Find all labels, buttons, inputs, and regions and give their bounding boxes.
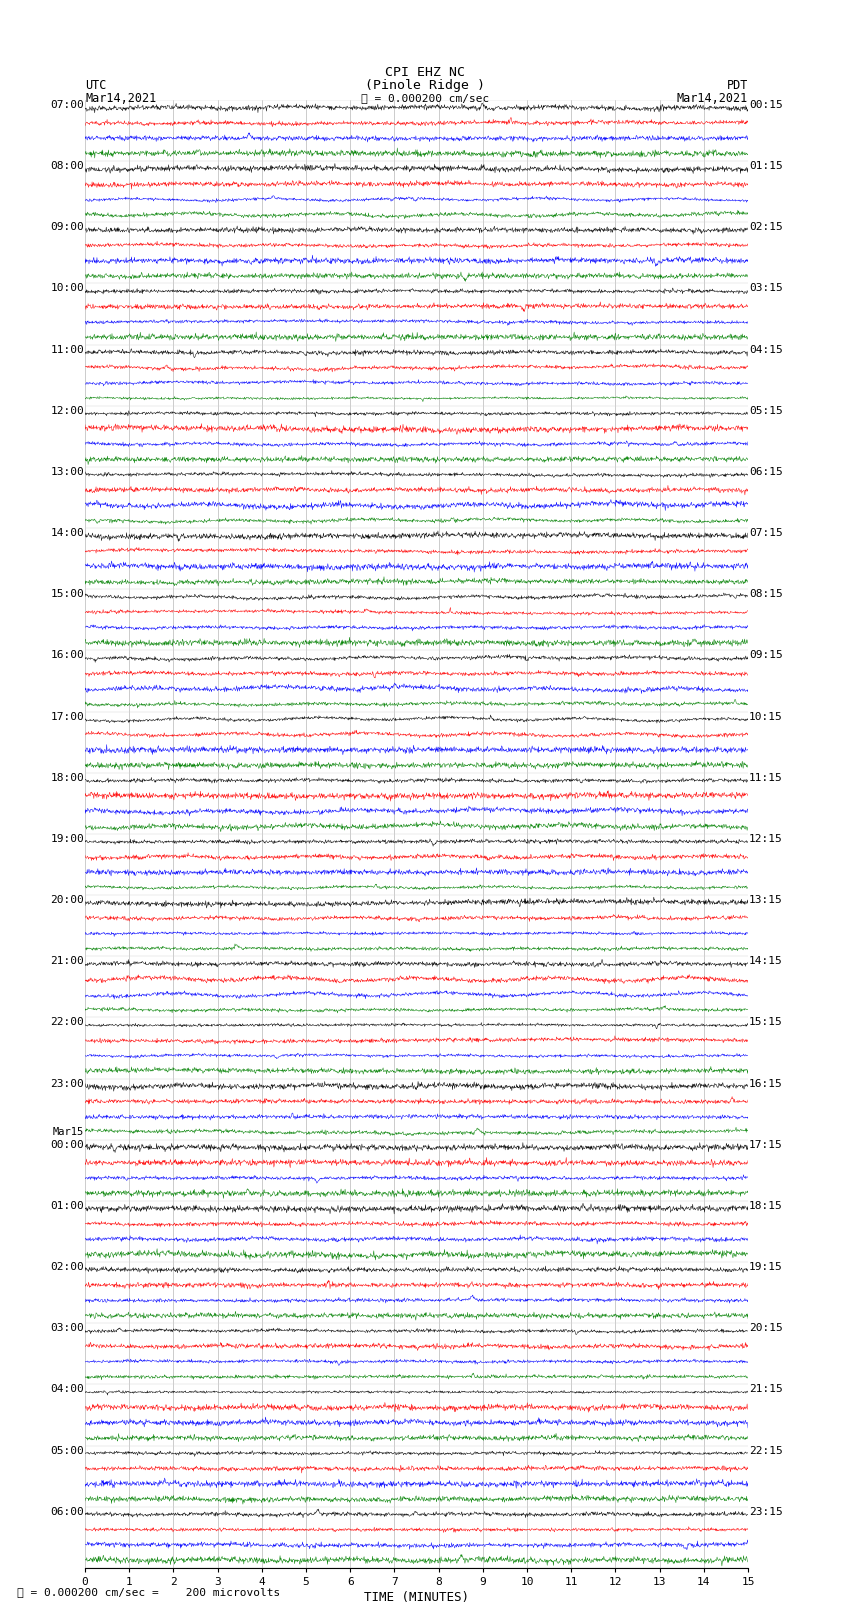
Text: 05:00: 05:00 (50, 1445, 84, 1455)
X-axis label: TIME (MINUTES): TIME (MINUTES) (364, 1590, 469, 1603)
Text: Mar14,2021: Mar14,2021 (85, 92, 156, 105)
Text: ⎸ = 0.000200 cm/sec =    200 microvolts: ⎸ = 0.000200 cm/sec = 200 microvolts (17, 1587, 280, 1597)
Text: 00:15: 00:15 (749, 100, 783, 110)
Text: UTC: UTC (85, 79, 106, 92)
Text: PDT: PDT (727, 79, 748, 92)
Text: 18:00: 18:00 (50, 773, 84, 782)
Text: ⎸ = 0.000200 cm/sec: ⎸ = 0.000200 cm/sec (361, 94, 489, 103)
Text: 00:00: 00:00 (50, 1140, 84, 1150)
Text: 22:00: 22:00 (50, 1018, 84, 1027)
Text: 13:00: 13:00 (50, 468, 84, 477)
Text: 13:15: 13:15 (749, 895, 783, 905)
Text: 03:15: 03:15 (749, 284, 783, 294)
Text: 03:00: 03:00 (50, 1323, 84, 1334)
Text: 04:15: 04:15 (749, 345, 783, 355)
Text: 21:00: 21:00 (50, 957, 84, 966)
Text: 12:15: 12:15 (749, 834, 783, 844)
Text: 21:15: 21:15 (749, 1384, 783, 1394)
Text: 06:00: 06:00 (50, 1507, 84, 1516)
Text: 18:15: 18:15 (749, 1200, 783, 1211)
Text: 20:00: 20:00 (50, 895, 84, 905)
Text: 01:15: 01:15 (749, 161, 783, 171)
Text: 20:15: 20:15 (749, 1323, 783, 1334)
Text: 12:00: 12:00 (50, 406, 84, 416)
Text: 08:15: 08:15 (749, 589, 783, 600)
Text: (Pinole Ridge ): (Pinole Ridge ) (365, 79, 485, 92)
Text: 01:00: 01:00 (50, 1200, 84, 1211)
Text: 16:00: 16:00 (50, 650, 84, 660)
Text: 06:15: 06:15 (749, 468, 783, 477)
Text: CPI EHZ NC: CPI EHZ NC (385, 66, 465, 79)
Text: 17:00: 17:00 (50, 711, 84, 721)
Text: 23:00: 23:00 (50, 1079, 84, 1089)
Text: 04:00: 04:00 (50, 1384, 84, 1394)
Text: 19:15: 19:15 (749, 1261, 783, 1273)
Text: 02:00: 02:00 (50, 1261, 84, 1273)
Text: 19:00: 19:00 (50, 834, 84, 844)
Text: 16:15: 16:15 (749, 1079, 783, 1089)
Text: 17:15: 17:15 (749, 1140, 783, 1150)
Text: 15:00: 15:00 (50, 589, 84, 600)
Text: 15:15: 15:15 (749, 1018, 783, 1027)
Text: 14:00: 14:00 (50, 527, 84, 539)
Text: 08:00: 08:00 (50, 161, 84, 171)
Text: Mar14,2021: Mar14,2021 (677, 92, 748, 105)
Text: 10:00: 10:00 (50, 284, 84, 294)
Text: Mar15: Mar15 (53, 1127, 84, 1137)
Text: 07:00: 07:00 (50, 100, 84, 110)
Text: 23:15: 23:15 (749, 1507, 783, 1516)
Text: 11:15: 11:15 (749, 773, 783, 782)
Text: 05:15: 05:15 (749, 406, 783, 416)
Text: 11:00: 11:00 (50, 345, 84, 355)
Text: 10:15: 10:15 (749, 711, 783, 721)
Text: 09:15: 09:15 (749, 650, 783, 660)
Text: 22:15: 22:15 (749, 1445, 783, 1455)
Text: 14:15: 14:15 (749, 957, 783, 966)
Text: 09:00: 09:00 (50, 223, 84, 232)
Text: 02:15: 02:15 (749, 223, 783, 232)
Text: 07:15: 07:15 (749, 527, 783, 539)
